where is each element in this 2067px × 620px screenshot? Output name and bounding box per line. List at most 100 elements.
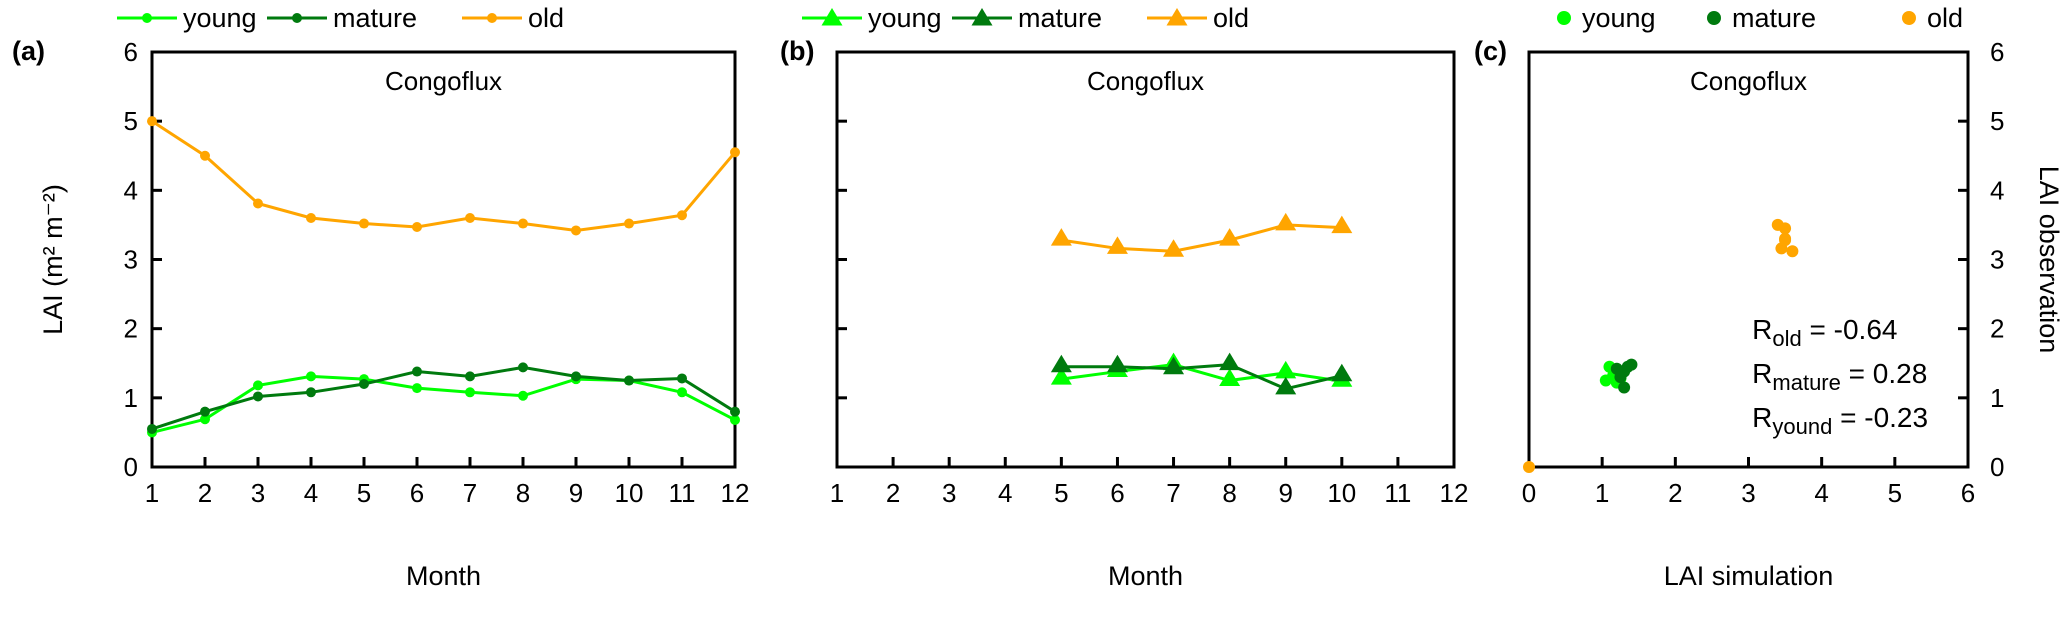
data-point [306,371,316,382]
annotation-subscript: yound [1772,414,1832,439]
data-point-triangle [1275,212,1297,231]
x-tick-label: 9 [1278,478,1292,508]
scatter-point [1625,358,1638,371]
x-tick-label: 4 [304,478,318,508]
legend-label: mature [1018,3,1102,33]
legend-item-young: young [1557,3,1656,33]
x-tick-label: 11 [1384,478,1411,508]
data-point-triangle [1219,352,1241,371]
legend-marker-circle [1902,11,1916,25]
x-tick-label: 9 [569,478,583,508]
data-point-triangle [1163,356,1185,375]
y-tick-label: 6 [1990,37,2004,67]
series-line [151,374,736,434]
data-point-triangle [1219,228,1241,246]
correlation-annotation: Ryound = -0.23 [1752,402,1928,439]
legend-label: mature [333,3,417,33]
scatter-point [1779,222,1792,235]
data-point [147,116,157,127]
x-tick-label: 0 [1522,478,1536,508]
data-point [359,379,369,389]
annotation-value: = 0.28 [1841,358,1927,389]
annotation-subscript: mature [1772,370,1840,395]
data-point [412,383,422,394]
panel-label: (a) [12,36,45,66]
data-point [465,387,475,398]
data-point [359,218,369,229]
x-tick-label: 1 [1595,478,1609,508]
y-tick-label: 4 [124,175,138,205]
legend-label: old [528,3,564,33]
x-tick-label: 10 [1327,478,1356,508]
series-line [151,365,736,431]
legend-item-old: old [1902,3,1963,33]
legend-item-mature: mature [952,3,1102,33]
legend-label: young [183,3,257,33]
x-tick-label: 1 [830,478,844,508]
data-point [730,406,740,417]
data-point [624,375,634,386]
annotation-value: = -0.23 [1832,402,1928,433]
x-tick-label: 12 [1440,478,1469,508]
data-point [677,387,687,398]
legend-marker-triangle [821,8,843,26]
plot-frame [150,50,737,469]
legend-marker-circle [292,13,302,23]
y-tick-label: 4 [1990,175,2004,205]
legend-marker-circle [1707,11,1721,25]
y-tick-label: 3 [124,245,138,275]
series-young [147,371,740,438]
scatter-point [1523,461,1535,473]
legend-label: young [1582,3,1656,33]
scatter-point [1779,234,1792,247]
annotation-symbol: R [1752,358,1772,389]
x-tick-label: 2 [1668,478,1682,508]
correlation-annotation: Rmature = 0.28 [1752,358,1927,395]
x-tick-label: 8 [1222,478,1236,508]
series-mature [1610,358,1638,394]
x-tick-label: 11 [669,478,696,508]
data-point-triangle [1050,367,1072,385]
x-tick-label: 4 [998,478,1012,508]
x-tick-label: 3 [942,478,956,508]
legend-marker-triangle [971,8,993,26]
annotation-value: = -0.64 [1802,314,1898,345]
series-young [1050,352,1353,387]
x-tick-label: 7 [1166,478,1180,508]
data-point [253,391,263,402]
series-line [1061,223,1342,253]
series-mature [1050,352,1353,395]
x-tick-label: 12 [721,478,750,508]
x-tick-label: 4 [1814,478,1828,508]
y-axis-label: LAI (m² m⁻²) [38,184,68,335]
legend-item-mature: mature [267,3,417,33]
x-tick-label: 2 [886,478,900,508]
x-tick-label: 2 [198,478,212,508]
scatter-point [1786,245,1799,258]
annotation-subscript: old [1772,326,1801,351]
series-line [151,119,737,232]
data-point [253,198,263,209]
x-tick-label: 6 [410,478,424,508]
data-point [677,210,687,221]
scatter-point [1618,381,1631,394]
data-point-triangle [1050,228,1072,246]
y-tick-label: 1 [124,383,138,413]
legend-item-young: young [117,3,257,33]
legend-label: old [1213,3,1249,33]
data-point [412,366,422,377]
panel-label: (b) [780,36,814,66]
y-tick-label: 6 [124,37,138,67]
series-old [1523,218,1799,473]
data-point [200,150,210,161]
legend-marker-triangle [1166,8,1188,26]
x-tick-label: 3 [251,478,265,508]
legend-item-old: old [462,3,564,33]
panel-label: (c) [1474,36,1507,66]
y-tick-label: 2 [124,314,138,344]
x-tick-label: 3 [1741,478,1755,508]
y-tick-label: 5 [124,106,138,136]
